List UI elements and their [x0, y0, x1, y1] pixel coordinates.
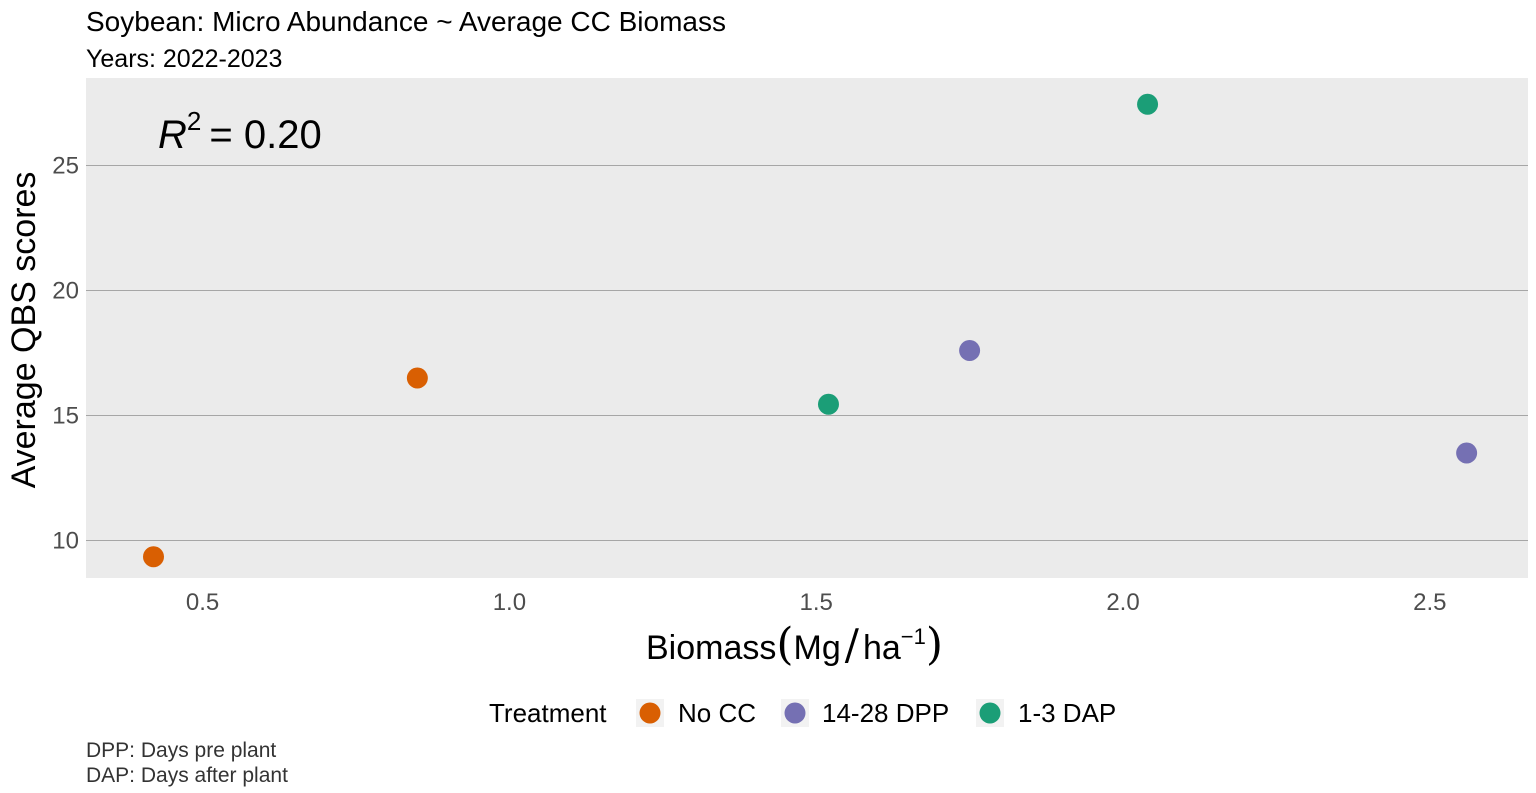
legend-label: No CC — [678, 698, 756, 728]
x-axis-unit-slash: / — [845, 620, 860, 669]
plot-panel — [86, 78, 1528, 578]
r-squared-symbol: R — [158, 113, 187, 157]
data-point — [1456, 442, 1478, 464]
x-axis-unit-exp: −1 — [901, 624, 926, 649]
y-tick-label: 15 — [52, 403, 79, 430]
chart-subtitle: Years: 2022-2023 — [86, 45, 282, 73]
data-point — [959, 340, 981, 361]
x-axis-ticks: 0.5 1.0 1.5 2.0 2.5 — [186, 589, 1447, 616]
r-squared-annotation: R2 = 0.20 — [158, 106, 322, 157]
x-tick-label: 2.5 — [1413, 589, 1446, 616]
x-axis-title: Biomass(Mg/ha−1) — [646, 619, 943, 670]
data-points — [142, 93, 1478, 568]
x-axis-unit-main: Mg — [794, 629, 841, 667]
x-axis-close-paren: ) — [926, 619, 943, 670]
r-squared-value: = 0.20 — [209, 113, 321, 157]
legend-swatch — [784, 702, 806, 724]
gridlines — [86, 165, 1528, 541]
y-axis-ticks: 10 15 20 25 — [52, 153, 79, 555]
caption-line-1: DPP: Days pre plant — [86, 739, 276, 762]
data-point — [406, 367, 428, 389]
x-axis-open-paren: ( — [776, 619, 793, 670]
data-point — [1137, 93, 1159, 115]
legend: Treatment No CC 14-28 DPP 1-3 DAP — [489, 698, 1116, 728]
x-tick-label: 0.5 — [186, 589, 219, 616]
legend-swatch — [979, 702, 1001, 724]
legend-label: 14-28 DPP — [822, 698, 949, 728]
x-tick-label: 2.0 — [1106, 589, 1139, 616]
y-tick-label: 25 — [52, 153, 79, 180]
legend-title: Treatment — [489, 698, 607, 728]
caption-line-2: DAP: Days after plant — [86, 764, 288, 787]
x-tick-label: 1.5 — [800, 589, 833, 616]
data-point — [142, 546, 164, 568]
y-tick-label: 20 — [52, 278, 79, 305]
x-axis-unit-sub: ha — [863, 629, 901, 667]
r-squared-exponent: 2 — [187, 106, 201, 136]
legend-swatch — [639, 702, 661, 724]
x-tick-label: 1.0 — [493, 589, 526, 616]
data-point — [817, 393, 839, 415]
x-axis-title-text: Biomass — [646, 629, 776, 667]
legend-label: 1-3 DAP — [1018, 698, 1116, 728]
y-axis-title: Average QBS scores — [5, 172, 43, 489]
chart-title: Soybean: Micro Abundance ~ Average CC Bi… — [86, 6, 726, 37]
y-tick-label: 10 — [52, 528, 79, 555]
